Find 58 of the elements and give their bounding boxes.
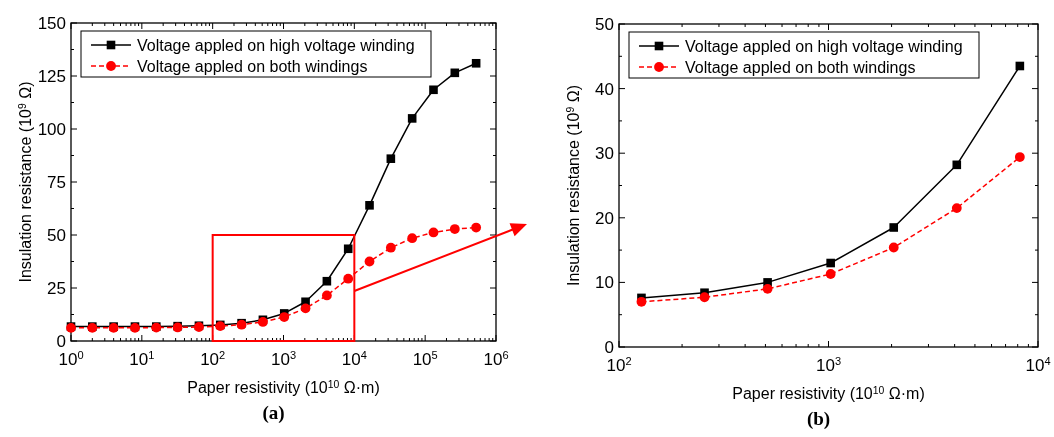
point bbox=[428, 227, 439, 238]
point bbox=[951, 203, 962, 214]
x-tick-label: 10$^{0}$ bbox=[58, 349, 84, 369]
y-tick-label: 50 bbox=[47, 226, 66, 245]
legend-label: Voltage appled on high voltage winding bbox=[685, 38, 963, 55]
y-tick-label: 150 bbox=[37, 14, 66, 33]
point bbox=[343, 273, 354, 284]
point bbox=[636, 296, 647, 307]
y-tick-label: 75 bbox=[47, 173, 66, 192]
y-tick-label: 30 bbox=[595, 144, 614, 164]
point bbox=[449, 224, 460, 234]
point bbox=[889, 223, 899, 232]
point bbox=[279, 312, 290, 322]
x-tick-label: 10$^{1}$ bbox=[129, 349, 155, 369]
y-tick-label: 20 bbox=[595, 208, 614, 228]
point bbox=[364, 256, 375, 267]
x-axis-title: Paper resistivity (10$^{10}$ Ω·m) bbox=[732, 384, 925, 402]
text: (a) bbox=[262, 402, 285, 424]
point bbox=[825, 269, 836, 279]
point bbox=[300, 303, 311, 314]
legend-label: Voltage appled on both windings bbox=[685, 59, 916, 76]
x-tick-label: 10$^{2}$ bbox=[606, 355, 632, 375]
point bbox=[365, 201, 374, 210]
y-tick-label: 0 bbox=[56, 332, 66, 351]
point bbox=[471, 222, 482, 233]
point bbox=[322, 276, 332, 286]
point bbox=[699, 292, 710, 303]
legend-label: Voltage appled on high voltage winding bbox=[137, 37, 415, 54]
y-tick-label: 10 bbox=[595, 273, 614, 293]
point bbox=[386, 154, 396, 163]
point bbox=[407, 114, 417, 123]
x-tick-label: 10$^{2}$ bbox=[200, 349, 226, 369]
point bbox=[762, 283, 773, 294]
x-tick-label: 10$^{3}$ bbox=[270, 349, 297, 369]
point bbox=[471, 58, 481, 68]
point bbox=[888, 242, 899, 253]
x-tick-label: 10$^{3}$ bbox=[815, 355, 842, 375]
y-tick-label: 100 bbox=[37, 120, 66, 139]
point bbox=[385, 242, 396, 253]
x-tick-label: 10$^{5}$ bbox=[412, 349, 438, 369]
x-tick-label: 10$^{4}$ bbox=[341, 349, 367, 369]
legend-label: Voltage appled on both windings bbox=[137, 58, 368, 75]
point bbox=[826, 258, 835, 268]
y-tick-label: 0 bbox=[604, 338, 614, 357]
text: (b) bbox=[806, 408, 831, 430]
x-tick-label: 10$^{6}$ bbox=[483, 349, 509, 369]
point bbox=[321, 290, 332, 301]
x-tick-label: 10$^{4}$ bbox=[1025, 355, 1051, 375]
x-axis-title: Paper resistivity (10$^{10}$ Ω·m) bbox=[187, 378, 380, 396]
point bbox=[1014, 152, 1025, 162]
point bbox=[429, 85, 438, 95]
point bbox=[343, 244, 353, 254]
y-tick-label: 50 bbox=[595, 15, 614, 34]
y-tick-label: 40 bbox=[595, 79, 614, 99]
y-tick-label: 25 bbox=[47, 279, 66, 298]
y-tick-label: 125 bbox=[37, 67, 66, 86]
point bbox=[407, 233, 418, 244]
point bbox=[952, 160, 962, 170]
